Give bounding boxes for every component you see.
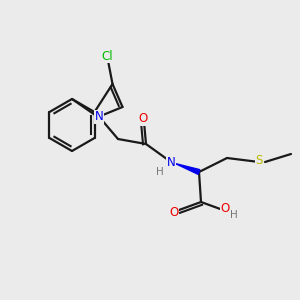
- Text: N: N: [94, 110, 103, 124]
- Text: S: S: [255, 154, 263, 166]
- Text: O: O: [138, 112, 148, 125]
- Text: Cl: Cl: [102, 50, 113, 62]
- Text: H: H: [230, 210, 238, 220]
- Text: O: O: [220, 202, 230, 215]
- Polygon shape: [175, 164, 200, 174]
- Text: O: O: [169, 206, 178, 218]
- Text: H: H: [156, 167, 164, 177]
- Text: N: N: [167, 155, 176, 169]
